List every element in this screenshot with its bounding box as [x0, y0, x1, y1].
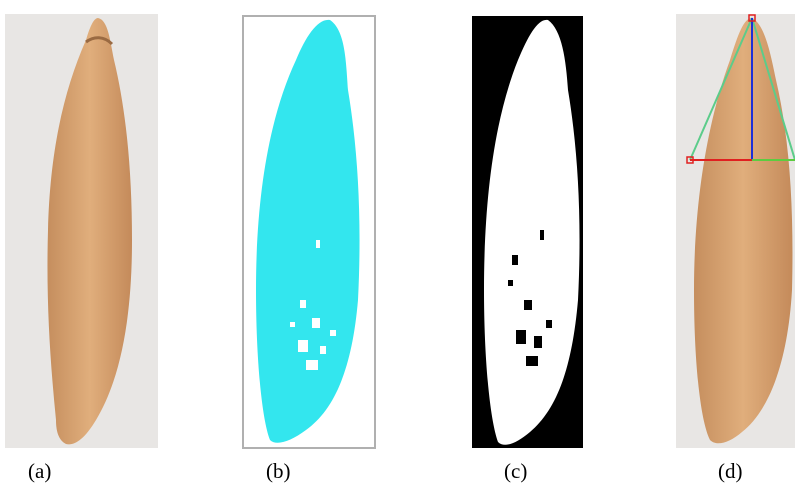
- panel-d: [676, 14, 795, 448]
- panel-c: [472, 16, 583, 448]
- panel-label: (c): [504, 459, 527, 483]
- panel-b: [243, 16, 375, 448]
- panel-label: (d): [718, 459, 743, 483]
- panel-label: (b): [266, 459, 291, 483]
- panel-a: [5, 14, 158, 448]
- figure: (a) (b) (c) (d): [0, 0, 795, 496]
- page: (a) (b) (c) (d) (() => { const data = JS…: [0, 0, 795, 496]
- panel-label: (a): [28, 459, 51, 483]
